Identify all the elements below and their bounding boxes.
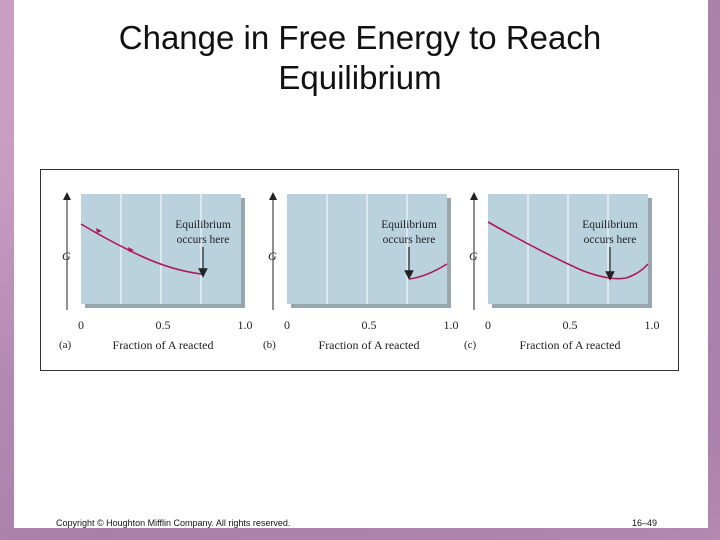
panel-a-curve	[80, 223, 203, 275]
panel-a: G Equilibrium occurs here 0 0.5 1.0 (a) …	[59, 192, 253, 352]
panel-b-y-label: G	[268, 249, 277, 263]
panel-a-curve-arrow	[128, 247, 134, 252]
panel-a-x-label: Fraction of A reacted	[113, 338, 214, 352]
slide-title: Change in Free Energy to Reach Equilibri…	[0, 18, 720, 98]
panel-b-x-label: Fraction of A reacted	[319, 338, 420, 352]
panel-c-tick-05: 0.5	[563, 318, 578, 332]
panel-c-tick-0: 0	[485, 318, 491, 332]
panel-b-tick-0: 0	[284, 318, 290, 332]
free-energy-figure: G Equilibrium occurs here 0 0.5 1.0 (a) …	[40, 169, 679, 371]
panel-c-label: (c)	[464, 339, 477, 351]
panel-b-tick-1: 1.0	[444, 318, 459, 332]
panel-c: G Equilibrium occurs here 0 0.5 1.0 (c) …	[464, 192, 660, 352]
panel-a-tick-0: 0	[78, 318, 84, 332]
panel-a-tick-05: 0.5	[156, 318, 171, 332]
panel-b-label: (b)	[263, 339, 276, 351]
panel-b-annotation-line1: Equilibrium	[381, 219, 437, 231]
title-line-2: Equilibrium	[278, 59, 442, 96]
page-number: 16–49	[632, 518, 658, 528]
figure-svg: G Equilibrium occurs here 0 0.5 1.0 (a) …	[59, 192, 660, 352]
panel-b-annotation-line2: occurs here	[383, 234, 436, 246]
title-line-1: Change in Free Energy to Reach	[118, 19, 602, 56]
panel-a-label: (a)	[59, 339, 72, 351]
panel-c-tick-1: 1.0	[645, 318, 660, 332]
panel-c-curve	[487, 221, 649, 280]
panel-c-annotation-line2: occurs here	[584, 234, 637, 246]
panel-a-annotation-line2: occurs here	[177, 234, 230, 246]
panel-c-y-label: G	[469, 249, 478, 263]
panel-c-x-label: Fraction of A reacted	[520, 338, 621, 352]
panel-c-annotation-line1: Equilibrium	[582, 219, 638, 231]
copyright-notice: Copyright © Houghton Mifflin Company. Al…	[56, 518, 291, 528]
panel-a-curve-arrow	[96, 228, 102, 233]
panel-b-tick-05: 0.5	[362, 318, 377, 332]
panel-a-y-label: G	[62, 249, 71, 263]
panel-a-annotation-line1: Equilibrium	[175, 219, 231, 231]
panel-a-tick-1: 1.0	[238, 318, 253, 332]
panel-b: G Equilibrium occurs here 0 0.5 1.0 (b) …	[263, 192, 459, 352]
